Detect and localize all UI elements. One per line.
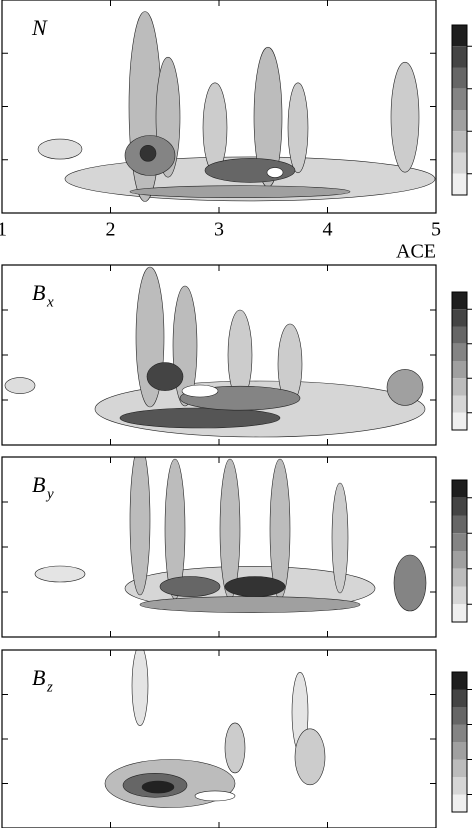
colorbar-frame (451, 24, 468, 196)
contours (37, 11, 436, 202)
panel-title: B (32, 472, 45, 497)
contour-blob (224, 576, 286, 597)
colorbar-segment (452, 586, 467, 605)
contour-blob (393, 554, 427, 612)
contour-blob (386, 369, 424, 406)
annotation: ACE (396, 241, 436, 263)
colorbar-segment (452, 497, 467, 516)
x-tick-label: 2 (106, 219, 116, 241)
contour-blob (139, 596, 361, 613)
contour-blob (331, 482, 349, 594)
contour-blob (129, 185, 351, 198)
frame (1, 649, 437, 828)
colorbar-segment (452, 689, 467, 707)
panel: 1 2 3 4 5 N ACE (0, 0, 472, 263)
contours (4, 266, 426, 438)
colorbar-segment (452, 88, 467, 110)
panel-title: B (32, 665, 45, 690)
contour-blob (219, 458, 241, 600)
contour-blob (181, 384, 219, 398)
contour-blob (269, 458, 291, 600)
panel-title-subscript: z (46, 679, 53, 695)
x-tick-label: 1 (0, 219, 7, 241)
contours (34, 457, 427, 613)
contour-blob (266, 167, 284, 178)
x-tick-label: 3 (214, 219, 224, 241)
colorbar-segment (452, 707, 467, 725)
colorbar-segment (452, 361, 467, 379)
colorbar-segment (452, 152, 467, 174)
x-tick-label: 5 (431, 219, 441, 241)
contours (104, 650, 326, 808)
colorbar-segment (452, 794, 467, 812)
colorbar-segment (452, 67, 467, 89)
colorbar-segment (452, 173, 467, 195)
colorbar-segment (452, 412, 467, 430)
colorbar-segment (452, 131, 467, 153)
colorbar-frame (451, 671, 468, 813)
panel-title-subscript: y (45, 486, 54, 502)
contour-blob (139, 145, 157, 162)
contour-blob (159, 576, 221, 597)
contour-blob (146, 362, 184, 391)
colorbar-segment (452, 724, 467, 742)
colorbar-segment (452, 46, 467, 68)
colorbar-segment (452, 25, 467, 47)
colorbar-frame (451, 291, 468, 431)
colorbar-segment (452, 742, 467, 760)
colorbar-segment (452, 568, 467, 587)
panel-title: B (32, 280, 45, 305)
contour-blob (119, 407, 281, 429)
contour-blob (34, 565, 86, 583)
panel-title-subscript: x (46, 294, 54, 310)
colorbar-segment (452, 343, 467, 361)
colorbar-segment (452, 759, 467, 777)
contour-blob (4, 377, 36, 394)
colorbar-frame (451, 479, 468, 623)
x-tick-label: 4 (323, 219, 333, 241)
contour-blob (287, 82, 309, 174)
colorbar-segment (452, 395, 467, 413)
contour-blob (224, 722, 246, 774)
colorbar-segment (452, 551, 467, 569)
colorbar-segment (452, 777, 467, 795)
colorbar-segment (452, 292, 467, 310)
contour-blob (37, 138, 83, 160)
colorbar-segment (452, 110, 467, 132)
panel-title: N (31, 15, 48, 40)
contour-blob (294, 728, 326, 786)
colorbar-segment (452, 515, 467, 534)
contour-blob (141, 780, 175, 794)
colorbar-segment (452, 378, 467, 396)
colorbar-segment (452, 309, 467, 327)
colorbar-segment (452, 533, 467, 551)
contour-blob (202, 82, 228, 174)
contour-blob (131, 650, 149, 726)
colorbar-segment (452, 672, 467, 690)
colorbar-segment (452, 326, 467, 344)
colorbar-segment (452, 604, 467, 622)
contour-blob (194, 790, 236, 802)
contour-blob (129, 457, 151, 596)
contour-blob (390, 61, 420, 173)
colorbar-segment (452, 480, 467, 498)
